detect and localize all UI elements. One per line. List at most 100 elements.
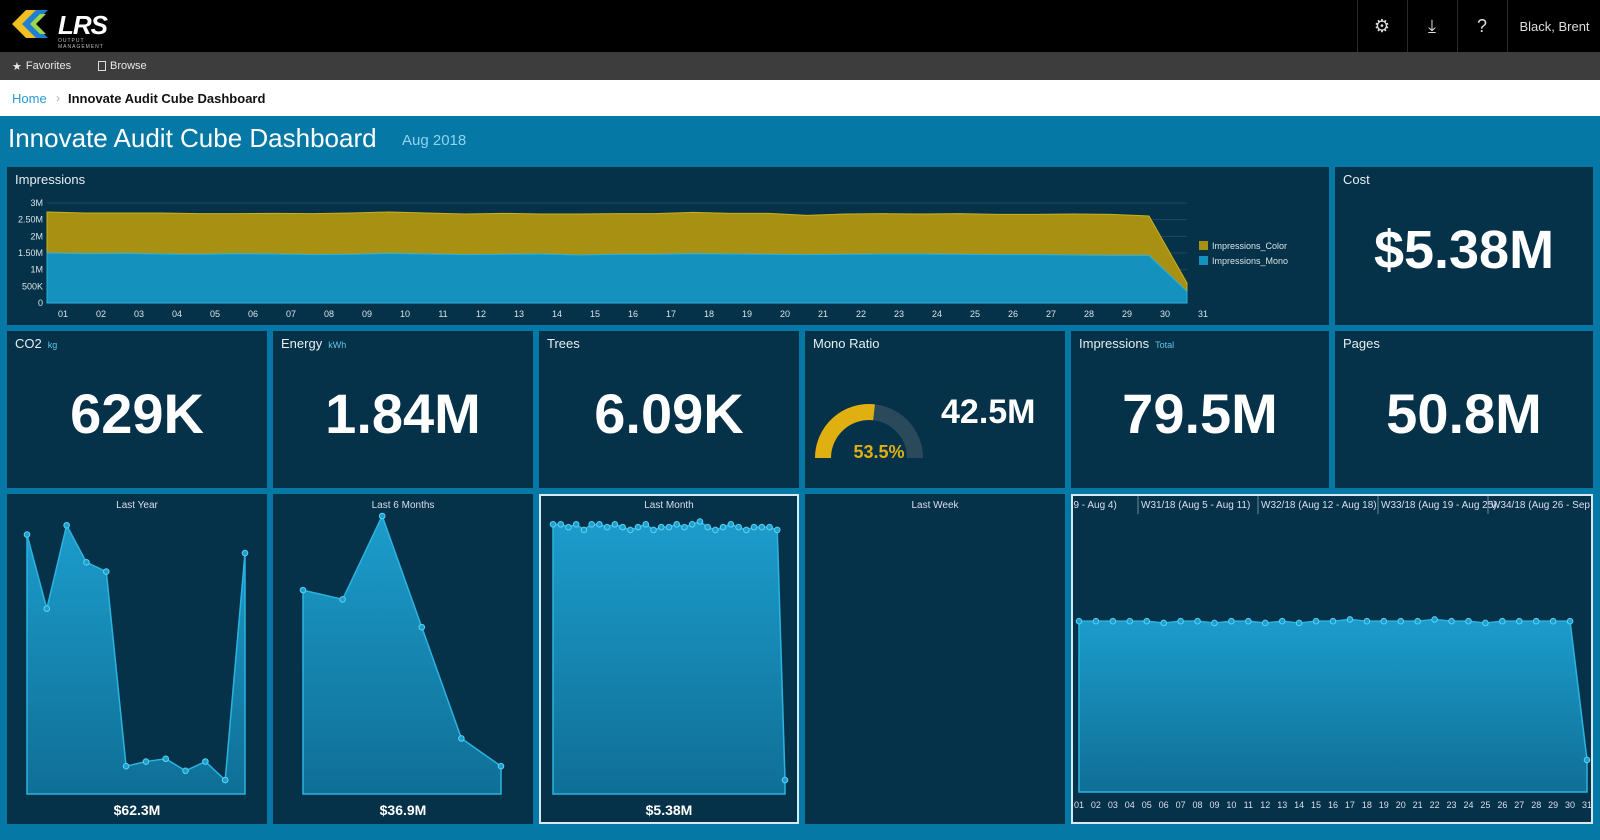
spark-point <box>650 526 657 534</box>
x-tick-label: 08 <box>324 309 334 319</box>
download-icon: ⤓ <box>1428 15 1436 36</box>
day-label: 18 <box>1362 800 1372 810</box>
spark-point <box>1312 617 1320 625</box>
spark-point <box>418 623 426 631</box>
legend-swatch <box>1199 241 1208 250</box>
day-label: 11 <box>1244 800 1253 810</box>
x-tick-label: 28 <box>1084 309 1094 319</box>
x-tick-label: 19 <box>742 309 752 319</box>
last-month-tile[interactable]: Last Month $5.38M <box>539 494 799 824</box>
spark-point <box>1363 617 1371 625</box>
spark-area <box>302 514 502 795</box>
last-year-chart <box>23 521 249 795</box>
spark-point <box>1431 616 1438 623</box>
logo-mark-icon <box>12 10 48 38</box>
spark-point <box>1583 756 1591 764</box>
last-week-tile[interactable]: Last Week <box>805 494 1065 824</box>
x-tick-label: 07 <box>286 309 296 319</box>
day-label: 27 <box>1514 800 1524 810</box>
user-menu[interactable]: Black, Brent <box>1507 0 1600 52</box>
spark-point <box>1346 616 1354 623</box>
user-name: Black, Brent <box>1519 18 1590 34</box>
x-tick-label: 06 <box>248 309 258 319</box>
spark-area <box>552 520 786 795</box>
x-tick-label: 20 <box>780 309 790 319</box>
spark-point <box>781 776 789 784</box>
mono-ratio-gauge: 53.5% <box>815 404 923 462</box>
download-button[interactable]: ⤓ <box>1407 0 1456 52</box>
spark-point <box>1194 617 1201 625</box>
spark-point <box>704 523 711 531</box>
last-6-months-tile[interactable]: Last 6 Months $36.9M <box>273 494 533 824</box>
spark-point <box>681 523 688 531</box>
spark-point <box>743 526 750 534</box>
mono-ratio-tile[interactable]: Mono Ratio 53.5% 42.5M <box>805 331 1065 488</box>
spark-point <box>122 762 130 770</box>
impressions-chart: 0 500K 1M 1.50M 2M 2.50M 3M 01 02 03 04 05 06 07 08 09 1… <box>18 198 1288 319</box>
spark-point <box>766 523 773 531</box>
day-label: 17 <box>1345 800 1355 810</box>
spark-point <box>657 523 665 531</box>
co2-unit: kg <box>47 340 58 350</box>
x-tick-label: 16 <box>628 309 638 319</box>
cost-tile[interactable]: Cost $5.38M <box>1335 167 1593 325</box>
day-label: 30 <box>1565 800 1575 810</box>
week-header: (Jul 29 - Aug 4) <box>1071 500 1117 511</box>
day-label: 23 <box>1447 800 1457 810</box>
spark-title: Last Week <box>911 500 959 511</box>
favorites-menu[interactable]: ★ Favorites <box>12 52 71 80</box>
spark-point <box>1075 617 1083 625</box>
top-bar: LRS OUTPUT MANAGEMENT ⚙ ⤓ ? Black, Brent <box>0 0 1600 52</box>
spark-point <box>1245 617 1252 625</box>
page-title: Innovate Audit Cube Dashboard <box>8 123 377 153</box>
y-tick-label: 0 <box>38 298 43 308</box>
x-tick-label: 04 <box>172 309 182 319</box>
week-header: W32/18 (Aug 12 - Aug 18) <box>1261 500 1377 511</box>
x-tick-label: 10 <box>400 309 410 319</box>
trees-value: 6.09K <box>594 382 744 445</box>
weekly-chart-tile[interactable]: (Jul 29 - Aug 4) W31/18 (Aug 5 - Aug 11) W… <box>1071 494 1593 824</box>
breadcrumb-home[interactable]: Home <box>12 91 47 106</box>
energy-title: Energy <box>281 336 323 351</box>
legend-label: Impressions_Mono <box>1212 256 1288 266</box>
spark-point <box>1092 617 1100 625</box>
pages-tile[interactable]: Pages 50.8M <box>1335 331 1593 488</box>
favorites-label: Favorites <box>25 60 72 72</box>
day-label: 15 <box>1311 800 1321 810</box>
x-tick-label: 21 <box>818 309 828 319</box>
spark-point <box>497 762 505 770</box>
co2-tile[interactable]: CO2 kg 629K <box>7 331 267 488</box>
trees-tile[interactable]: Trees 6.09K <box>539 331 799 488</box>
x-tick-label: 17 <box>666 309 676 319</box>
day-label: 16 <box>1328 800 1338 810</box>
day-label: 28 <box>1531 800 1541 810</box>
help-button[interactable]: ? <box>1457 0 1506 52</box>
day-label: 22 <box>1430 800 1440 810</box>
energy-tile[interactable]: Energy kWh 1.84M <box>273 331 533 488</box>
tile-title: CO2 kg <box>15 336 57 351</box>
breadcrumb-separator-icon: › <box>56 91 60 105</box>
dashboard-area: Innovate Audit Cube Dashboard Aug 2018 I… <box>0 116 1600 840</box>
week-header: W34/18 (Aug 26 - Sep <box>1491 500 1590 511</box>
spark-point <box>1295 619 1303 627</box>
spark-point <box>634 523 642 531</box>
impressions-chart-tile[interactable]: Impressions 0 500K 1M 1.50M 2M 2.50M 3M 01 02 03 0… <box>7 167 1329 325</box>
settings-button[interactable]: ⚙ <box>1357 0 1406 52</box>
legend-label: Impressions_Color <box>1212 241 1287 251</box>
spark-point <box>1482 619 1489 627</box>
x-tick-label: 14 <box>552 309 562 319</box>
logo-subtext: OUTPUT MANAGEMENT <box>58 38 104 50</box>
x-tick-label: 09 <box>362 309 372 319</box>
spark-point <box>1549 617 1557 625</box>
last-year-tile[interactable]: Last Year $62.3M <box>7 494 267 824</box>
energy-value: 1.84M <box>325 382 481 445</box>
impressions-title: Impressions <box>1079 336 1150 351</box>
impressions-total-tile[interactable]: Impressions Total 79.5M <box>1071 331 1329 488</box>
spark-point <box>565 523 572 531</box>
x-tick-label: 02 <box>96 309 106 319</box>
app-logo[interactable]: LRS OUTPUT MANAGEMENT <box>10 6 120 50</box>
spark-point <box>1448 617 1455 625</box>
book-icon <box>98 61 106 71</box>
x-tick-label: 29 <box>1122 309 1132 319</box>
browse-menu[interactable]: Browse <box>98 52 147 80</box>
